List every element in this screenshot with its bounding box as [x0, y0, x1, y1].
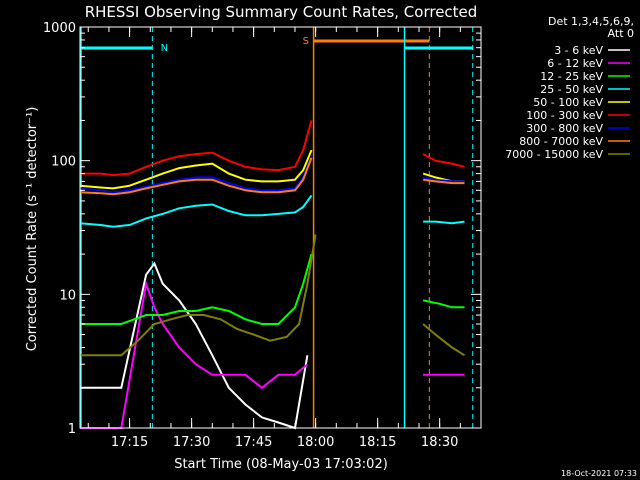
legend-label-8: 7000 - 15000 keV [505, 148, 603, 161]
series-line-8-seg-1 [422, 323, 466, 357]
annotation-s: S [303, 36, 309, 47]
legend-label-6: 300 - 800 keV [526, 122, 603, 135]
chart-title: RHESSI Observing Summary Count Rates, Co… [85, 3, 478, 21]
footer-timestamp: 18-Oct-2021 07:33 [561, 469, 637, 478]
legend-label-0: 3 - 6 keV [554, 44, 603, 57]
series-line-7-seg-1 [422, 178, 465, 185]
y-tick-label-1: 10 [59, 288, 76, 303]
legend-label-1: 6 - 12 keV [547, 57, 603, 70]
x-tick-label-1: 17:30 [173, 435, 210, 450]
series-line-1-seg-0 [80, 279, 309, 429]
series-line-4-seg-0 [79, 149, 313, 190]
x-tick-label-3: 18:00 [297, 435, 334, 450]
series-line-7-seg-0 [79, 157, 313, 196]
x-tick-label-2: 17:45 [235, 435, 272, 450]
legend-header-1: Att 0 [608, 27, 634, 40]
legend-label-4: 50 - 100 keV [533, 96, 603, 109]
series-line-8-seg-0 [80, 234, 317, 357]
annotation-n: N [161, 43, 168, 54]
series-line-2-seg-0 [80, 253, 313, 325]
legend-label-3: 25 - 50 keV [540, 83, 603, 96]
series-line-2-seg-1 [422, 299, 465, 309]
legend-label-7: 800 - 7000 keV [519, 135, 603, 148]
y-axis-label: Corrected Count Rate (s⁻¹ detector⁻¹) [25, 107, 40, 352]
series-line-3-seg-0 [79, 194, 313, 228]
series-line-5-seg-0 [80, 120, 313, 177]
plot-area: N S 1 10 100 1000 17:15 17:30 17:45 18:00 18:15 18:… [43, 21, 482, 450]
series-line-5-seg-1 [422, 153, 465, 168]
x-axis-label: Start Time (08-May-03 17:03:02) [174, 457, 388, 472]
x-tick-label-0: 17:15 [111, 435, 148, 450]
series-line-6-seg-1 [422, 176, 465, 183]
axes-frame [79, 26, 482, 429]
y-tick-label-0: 1 [68, 422, 76, 437]
x-tick-label-4: 18:15 [359, 435, 396, 450]
legend-label-5: 100 - 300 keV [526, 109, 603, 122]
series-line-3-seg-1 [423, 220, 465, 225]
y-tick-label-2: 100 [51, 155, 76, 170]
legend-label-2: 12 - 25 keV [540, 70, 603, 83]
series-line-0-seg-0 [80, 261, 309, 430]
legend-header-0: Det 1,3,4,5,6,9, [548, 15, 634, 28]
y-tick-label-3: 1000 [43, 21, 76, 36]
x-tick-label-5: 18:30 [421, 435, 458, 450]
series-line-6-seg-0 [79, 154, 313, 194]
